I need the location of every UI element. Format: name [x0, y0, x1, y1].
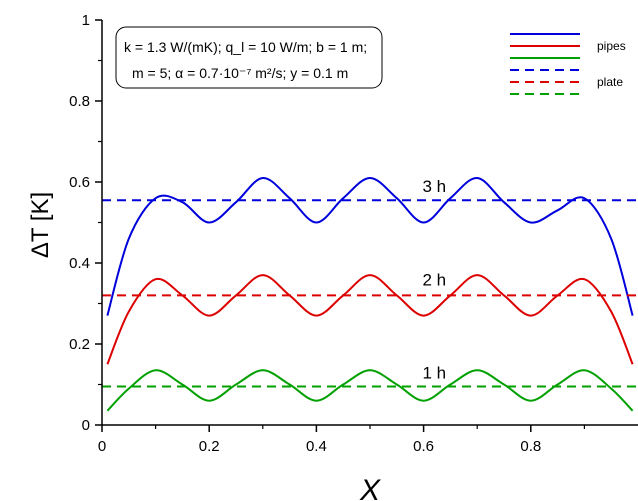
curve-annotation: 1 h — [422, 363, 446, 382]
annotation-layer: 3 h 2 h 1 h — [422, 177, 446, 382]
parameters-box-frame — [115, 26, 383, 89]
x-tick-label: 0.8 — [520, 438, 541, 455]
parameters-line-2: m = 5; α = 0.7·10⁻⁷ m²/s; y = 0.1 m — [132, 65, 348, 81]
x-tick-label: 0 — [98, 438, 106, 455]
y-tick-label: 0.8 — [69, 93, 90, 110]
parameters-line-1: k = 1.3 W/(mK); q_l = 10 W/m; b = 1 m; — [124, 39, 367, 55]
y-tick-label: 0.2 — [69, 336, 90, 353]
series-pipes-2h — [106, 274, 634, 365]
x-axis-title: X — [359, 474, 381, 501]
tick-layer: 0 0.2 0.4 0.6 0.8 0 0.2 0.4 0.6 0.8 1 — [69, 12, 586, 455]
x-tick-label: 0.4 — [306, 438, 327, 455]
series-pipes-1h — [106, 369, 634, 412]
series-layer — [102, 176, 638, 412]
y-tick-label: 0.4 — [69, 255, 90, 272]
y-tick-label: 0 — [82, 417, 90, 434]
series-pipes-3h — [106, 176, 634, 316]
x-tick-label: 0.6 — [413, 438, 434, 455]
y-tick-label: 1 — [82, 12, 90, 29]
legend-label-plate: plate — [597, 75, 623, 89]
y-axis-title: ΔT [K] — [27, 192, 54, 258]
x-tick-label: 0.2 — [199, 438, 220, 455]
legend-label-pipes: pipes — [597, 39, 626, 53]
curve-annotation: 3 h — [422, 177, 446, 196]
parameters-box: k = 1.3 W/(mK); q_l = 10 W/m; b = 1 m; m… — [115, 26, 383, 89]
legend: pipes plate — [510, 33, 626, 95]
y-tick-label: 0.6 — [69, 174, 90, 191]
curve-annotation: 2 h — [422, 270, 446, 289]
y-axis-title-group: ΔT [K] — [27, 192, 54, 258]
